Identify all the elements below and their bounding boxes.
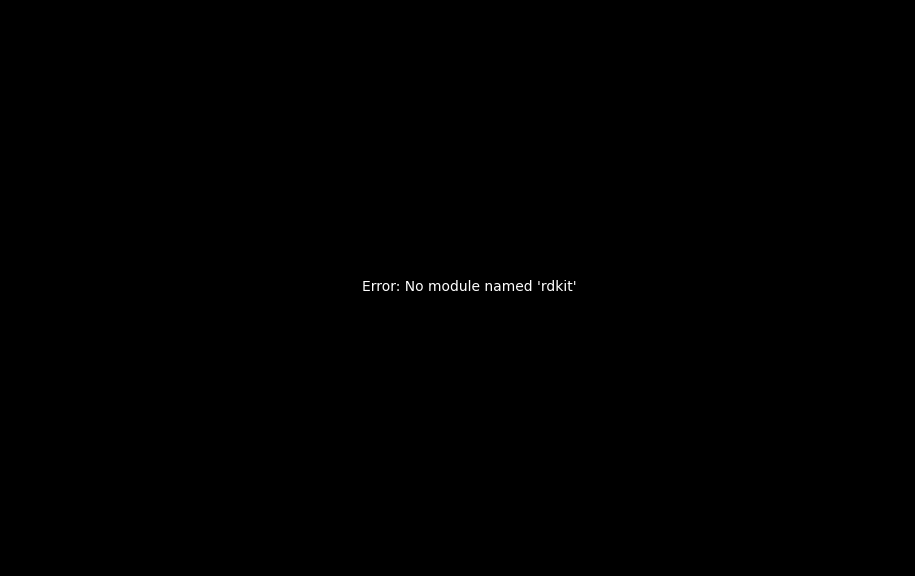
Text: Error: No module named 'rdkit': Error: No module named 'rdkit' [361,280,576,294]
